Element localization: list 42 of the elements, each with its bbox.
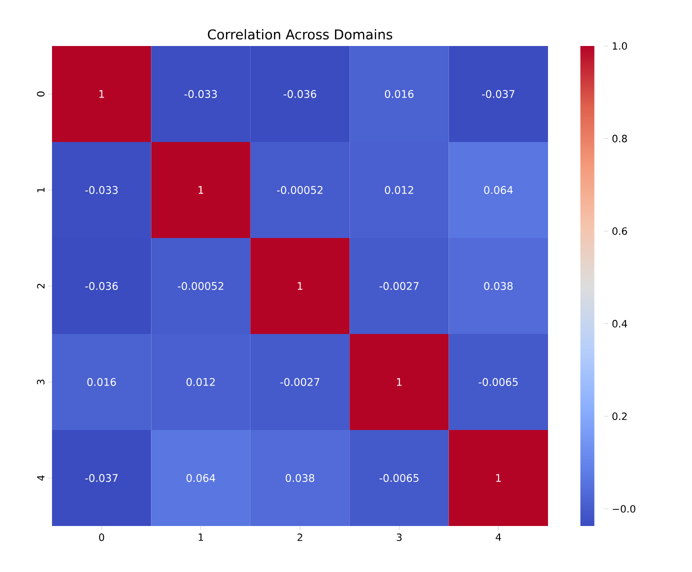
data-label: 1 [198,186,204,194]
color-bar-label: 1.0 [612,42,627,50]
x-tick-label: 3 [396,534,402,542]
data-label: 0.016 [384,90,414,98]
x-tick-label: 4 [496,534,502,541]
data-label: 1 [496,474,501,482]
data-label: 1 [298,282,302,290]
chart-title: Correlation Across Domains [208,29,392,40]
data-label: -0.033 [184,90,217,98]
data-label: -0.00052 [178,282,224,290]
y-tick-label: 2 [37,284,44,288]
data-label: 0.064 [484,186,513,194]
data-label: 0.012 [384,186,414,194]
y-tick-label: 0 [36,91,44,97]
data-label: -0.036 [85,282,118,290]
data-label: -0.033 [85,186,118,194]
data-label: -0.0027 [280,378,320,386]
x-tick-label: 1 [198,534,204,541]
data-label: 0.016 [87,378,116,386]
data-label: 1 [99,90,104,98]
data-label: -0.037 [85,474,118,482]
data-label: 0.012 [186,378,215,386]
data-label: 1 [397,378,402,386]
y-tick-label: 3 [36,380,44,384]
color-bar-label: 0.4 [612,320,628,328]
color-bar-label: 0.8 [612,134,627,142]
data-label: -0.0065 [478,378,518,386]
data-label: -0.036 [284,90,316,98]
data-label: -0.0065 [380,474,418,482]
color-bar-label: 0.6 [612,227,627,235]
data-label: -0.037 [482,90,514,98]
data-label: -0.00052 [277,186,322,194]
color-bar-label: 0.2 [612,412,627,420]
data-label: -0.0027 [380,282,418,290]
y-tick-label: 1 [37,188,44,192]
x-tick-label: 2 [298,534,302,541]
color-bar-label: −0.0 [612,505,636,513]
data-label: 0.064 [186,474,216,482]
data-label: 0.038 [286,474,314,482]
x-tick-label: 0 [99,534,104,542]
data-label: 0.038 [484,282,513,290]
y-tick-label: 4 [37,475,44,481]
